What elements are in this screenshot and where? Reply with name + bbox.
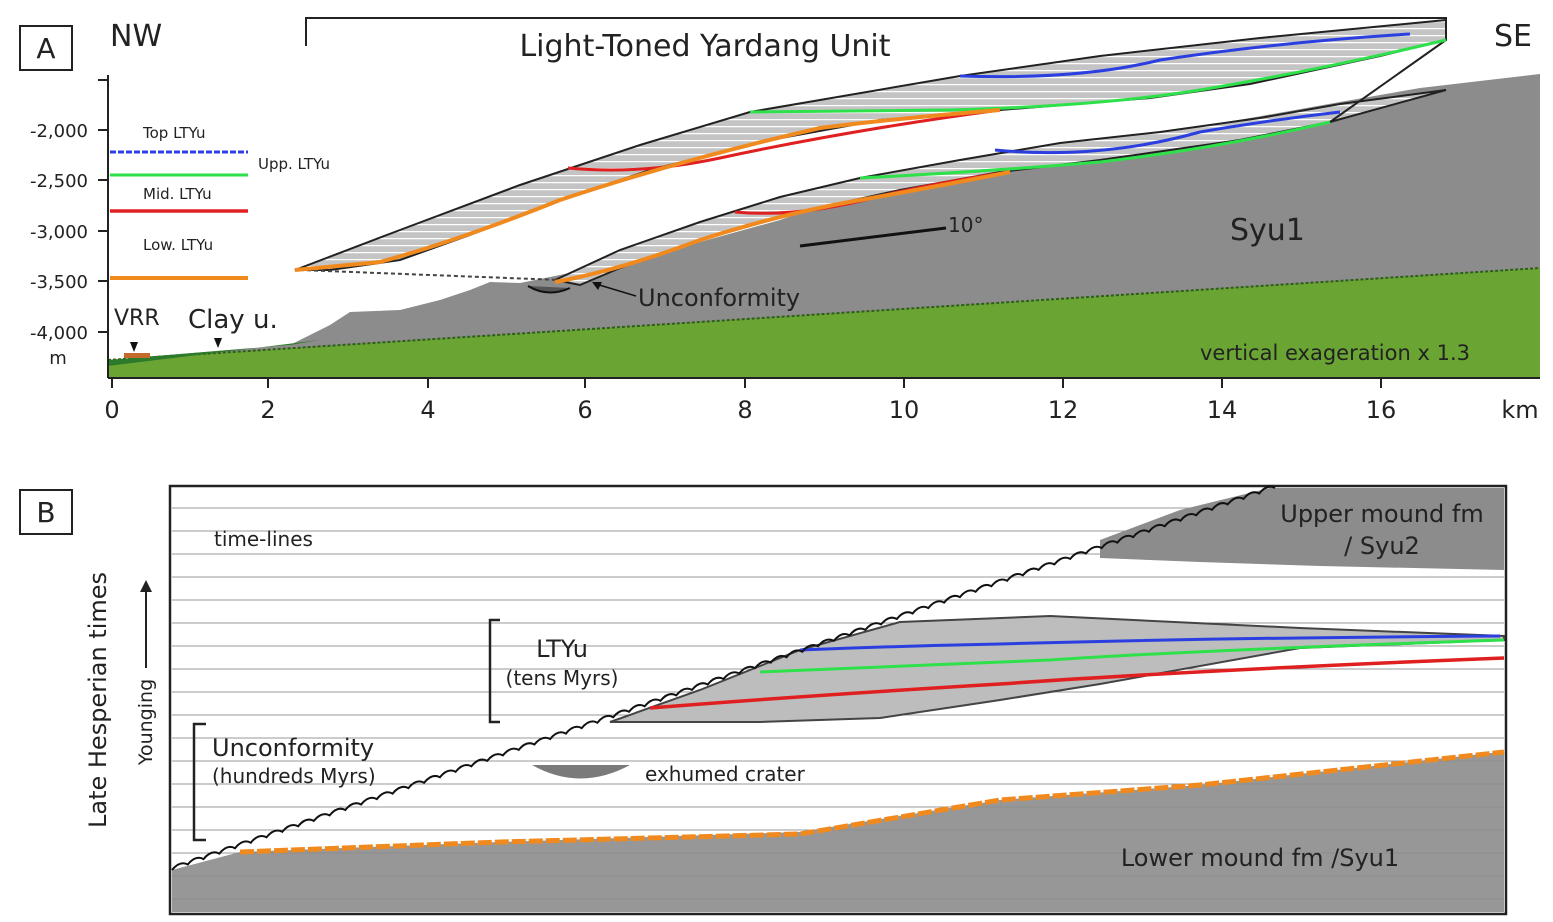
vrr-deposit — [124, 353, 150, 358]
legend-mid-label: Mid. LTYu — [143, 185, 212, 203]
younging-arrowhead — [140, 580, 152, 592]
y-tick-label: -2,000 — [30, 121, 88, 142]
upp-ltyu-contact-lower — [859, 120, 1331, 180]
x-tick-label: 4 — [420, 396, 435, 424]
legend-low-label: Low. LTYu — [143, 236, 213, 254]
slab-connector — [1329, 39, 1447, 123]
upper-mound-label-2: / Syu2 — [1344, 532, 1420, 560]
syu1-label: Syu1 — [1230, 213, 1305, 248]
exhumed-crater-label: exhumed crater — [645, 762, 806, 786]
y-unit-label: m — [49, 348, 67, 369]
x-tick-label: 2 — [260, 396, 275, 424]
y-tick-label: -3,500 — [30, 272, 88, 293]
upp-ltyu-contact-b — [759, 638, 1505, 674]
time-lines-label: time-lines — [214, 527, 313, 551]
legend-upp-label: Upp. LTYu — [258, 155, 330, 173]
unconformity-arrowhead — [592, 282, 602, 290]
direction-nw: NW — [110, 19, 162, 54]
x-tick-label: 16 — [1366, 396, 1397, 424]
dip-label: 10° — [948, 213, 983, 237]
lower-mound-label: Lower mound fm /Syu1 — [1121, 844, 1399, 872]
low-ltyu-contact-upper — [294, 108, 1001, 272]
late-hesperian-axis-label: Late Hesperian times — [84, 572, 112, 828]
legend: Top LTYu Upp. LTYu Mid. LTYu Low. LTYu — [110, 124, 330, 280]
unconformity-label-b: Unconformity — [212, 734, 374, 762]
x-tick-label: 0 — [104, 396, 119, 424]
panel-b-letter-box — [19, 489, 73, 535]
clay-unit-strip — [108, 340, 320, 366]
unconformity-duration: (hundreds Myrs) — [212, 764, 376, 788]
unconformity-label-a: Unconformity — [638, 284, 800, 312]
y-tick-label: -3,000 — [30, 222, 88, 243]
exaggeration-note: vertical exageration x 1.3 — [1200, 341, 1470, 365]
unconformity-bracket — [192, 722, 206, 842]
ltyu-duration: (tens Myrs) — [506, 666, 619, 690]
upp-ltyu-contact-upper — [749, 38, 1447, 114]
legend-top-label: Top LTYu — [142, 124, 205, 142]
x-tick-label: 8 — [737, 396, 752, 424]
direction-se: SE — [1494, 19, 1532, 54]
x-tick-label: 14 — [1207, 396, 1238, 424]
top-ltyu-contact-lower — [994, 110, 1341, 155]
unconformity-surface-b — [171, 485, 1276, 871]
x-ticks — [111, 378, 1382, 388]
upper-mound-body — [1100, 488, 1504, 570]
unconformity-arrow — [595, 283, 637, 297]
vrr-label: VRR — [114, 306, 160, 331]
panel-a-letter: A — [36, 32, 55, 65]
x-tick-label: 10 — [889, 396, 920, 424]
top-ltyu-contact-upper — [959, 32, 1411, 79]
dip-indicator — [799, 226, 947, 248]
clay-label: Clay u. — [188, 305, 278, 335]
mid-ltyu-contact-upper — [567, 108, 1001, 172]
ltyu-label-b: LTYu — [536, 635, 588, 663]
ltyu-bracket — [488, 618, 500, 724]
basement-green — [108, 268, 1540, 378]
upper-mound-label-1: Upper mound fm — [1280, 500, 1483, 528]
mid-ltyu-contact-b — [649, 656, 1505, 710]
crater-small — [527, 285, 571, 294]
exhumed-crater — [532, 765, 630, 779]
x-tick-label: 6 — [577, 396, 592, 424]
ltyu-unit-title: Light-Toned Yardang Unit — [519, 29, 890, 64]
panel-b: B exhumed crater time-lines Upper mound … — [19, 484, 1508, 916]
panel-a: A NW SE Light-Toned Yardang Unit — [19, 17, 1541, 424]
x-tick-label: 12 — [1048, 396, 1079, 424]
panel-a-letter-box — [19, 25, 73, 71]
y-ticks — [98, 79, 108, 333]
panel-b-letter: B — [36, 496, 55, 529]
unconformity-trace — [299, 269, 561, 281]
x-unit-label: km — [1501, 396, 1538, 424]
basement-contact — [107, 267, 1541, 361]
top-ltyu-contact-b — [799, 634, 1501, 652]
younging-label: Younging — [135, 679, 157, 766]
lower-mound-body — [172, 752, 1504, 912]
y-tick-label: -2,500 — [30, 171, 88, 192]
low-ltyu-contact-lower — [554, 170, 1011, 284]
low-ltyu-contact-b — [239, 749, 1505, 855]
vrr-marker — [130, 342, 138, 352]
y-tick-label: -4,000 — [30, 323, 88, 344]
clay-marker — [214, 338, 222, 348]
